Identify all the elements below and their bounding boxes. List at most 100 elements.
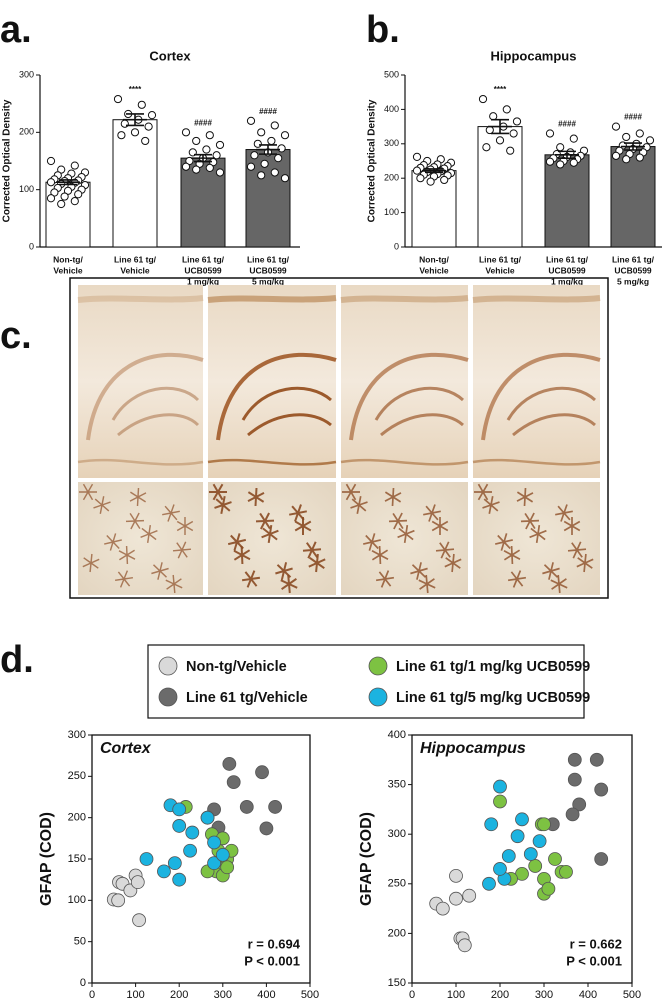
data-point	[255, 765, 269, 780]
x-tick-label: 100	[447, 989, 465, 999]
astrocyte	[241, 570, 261, 588]
dentate-curve	[111, 386, 200, 437]
data-point	[257, 171, 266, 180]
x-tick-label: Line 61 tg/	[612, 254, 655, 264]
astrocyte	[79, 483, 97, 501]
y-tick-label: 250	[68, 770, 86, 782]
astrocyte	[275, 562, 293, 580]
astrocyte	[162, 504, 180, 522]
data-point	[259, 821, 274, 836]
astrocyte	[474, 483, 492, 501]
cells-bg	[208, 482, 336, 595]
y-tick-label: 0	[80, 977, 86, 989]
data-point	[572, 797, 587, 812]
micrograph-cells	[341, 482, 468, 595]
data-point	[449, 868, 463, 883]
data-point	[268, 800, 283, 814]
legend-marker	[158, 687, 178, 707]
data-point	[569, 158, 578, 167]
data-point	[485, 125, 494, 135]
plot-frame	[411, 734, 633, 984]
data-point	[412, 166, 422, 175]
y-tick-label: 500	[384, 69, 399, 79]
data-point	[493, 779, 507, 794]
data-point	[478, 94, 488, 104]
data-point	[257, 128, 266, 137]
stat-annotation: r = 0.694	[248, 936, 301, 951]
panel-label: b.	[366, 9, 400, 51]
micrograph-cells	[473, 482, 600, 595]
x-tick-label: Vehicle	[485, 265, 515, 275]
data-point	[510, 829, 525, 844]
hippocampus-curve	[86, 352, 204, 441]
astrocyte	[542, 562, 560, 580]
significance: ####	[558, 120, 576, 129]
x-tick-label: 1 mg/kg	[187, 276, 219, 286]
error-bar	[256, 144, 280, 155]
data-point	[46, 194, 56, 203]
data-point	[426, 177, 435, 186]
y-tick-label: 150	[68, 853, 86, 865]
bar	[544, 154, 590, 248]
data-point	[111, 893, 126, 908]
error-bar	[123, 113, 147, 127]
astrocyte	[280, 574, 298, 594]
data-point	[493, 794, 507, 809]
error-bar	[555, 150, 579, 160]
data-point	[277, 144, 286, 153]
slice-edge	[207, 458, 337, 466]
astrocyte	[114, 570, 134, 588]
data-point	[192, 136, 201, 146]
data-point	[545, 157, 555, 166]
data-point	[501, 849, 516, 863]
legend-label: Non-tg/Vehicle	[186, 659, 287, 675]
data-point	[416, 174, 425, 183]
panel-label: d.	[0, 639, 34, 681]
x-tick-label: Non-tg/	[419, 254, 449, 264]
data-point	[556, 160, 565, 169]
x-tick-label: UCB0599	[249, 265, 287, 275]
x-tick-label: Line 61 tg/	[114, 254, 157, 264]
chart-title: Hippocampus	[420, 740, 526, 757]
data-point	[260, 159, 269, 168]
x-tick-label: 0	[89, 989, 95, 999]
data-point	[246, 116, 256, 125]
data-point	[70, 161, 79, 170]
x-tick-label: UCB0599	[548, 265, 586, 275]
astrocyte	[308, 553, 326, 573]
slice-bg	[341, 285, 468, 478]
y-tick-label: 50	[74, 936, 86, 948]
astrocyte	[227, 533, 247, 551]
dentate-curve	[506, 386, 597, 437]
x-tick-label: 200	[491, 989, 509, 999]
data-point	[270, 168, 279, 177]
data-point	[74, 190, 83, 199]
data-point	[57, 199, 66, 209]
significance: ****	[494, 85, 507, 94]
x-tick-label: 400	[579, 989, 597, 999]
x-tick-label: Vehicle	[53, 265, 83, 275]
data-point	[645, 136, 655, 145]
slice-edge	[77, 458, 204, 466]
legend-label: Line 61 tg/1 mg/kg UCB0599	[396, 659, 590, 675]
y-axis-label: Corrected Optical Density	[2, 99, 13, 222]
dentate-curve	[374, 386, 465, 437]
chart-title: Hippocampus	[491, 48, 577, 63]
data-point	[205, 131, 214, 140]
data-point	[205, 163, 214, 172]
astrocyte	[418, 574, 436, 594]
astrocyte	[495, 533, 513, 551]
astrocyte	[140, 524, 158, 544]
legend-marker	[368, 687, 388, 707]
data-point	[46, 156, 56, 166]
data-point	[167, 856, 182, 871]
astrocyte	[507, 570, 527, 588]
data-point	[489, 112, 498, 121]
stat-annotation: r = 0.662	[570, 936, 622, 951]
data-point	[172, 802, 187, 817]
data-point	[144, 122, 153, 131]
slice-edge	[340, 458, 469, 466]
error-bar	[191, 153, 215, 163]
astrocyte	[435, 541, 455, 559]
y-tick-label: 400	[384, 104, 399, 114]
